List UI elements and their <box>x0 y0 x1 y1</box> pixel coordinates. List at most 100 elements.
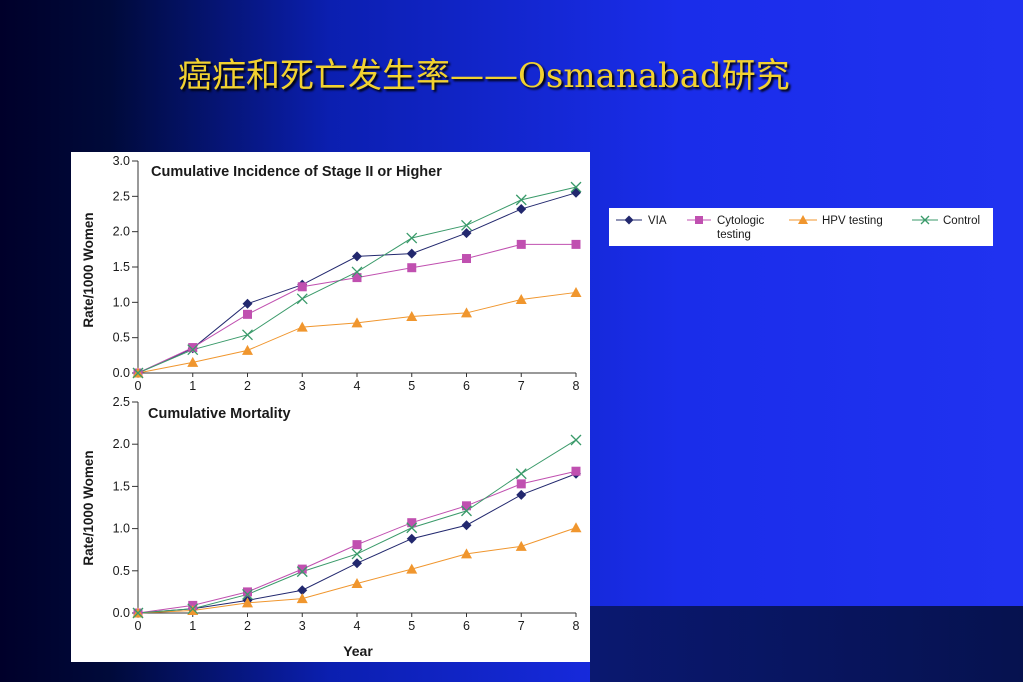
x-tick-label: 6 <box>463 379 470 393</box>
data-point <box>570 522 582 533</box>
data-point <box>242 298 253 309</box>
y-tick-label: 1.5 <box>113 260 130 274</box>
legend-label: HPV testing <box>822 215 883 227</box>
x-tick-label: 1 <box>189 379 196 393</box>
y-tick-label: 2.5 <box>113 395 130 409</box>
data-point <box>296 593 308 604</box>
data-point <box>571 187 581 198</box>
square-marker-icon <box>695 216 703 224</box>
data-point <box>297 585 308 596</box>
data-point <box>188 343 198 353</box>
x-tick-label: 5 <box>408 619 415 633</box>
data-point <box>515 540 527 551</box>
data-point <box>570 181 582 193</box>
data-point <box>461 548 472 559</box>
data-point <box>296 293 308 305</box>
data-point <box>461 520 472 531</box>
data-point <box>461 505 472 517</box>
data-point <box>407 263 417 273</box>
x-tick-label: 2 <box>244 379 251 393</box>
data-point <box>187 603 199 615</box>
x-tick-label: 7 <box>518 619 525 633</box>
data-point <box>406 310 418 321</box>
data-point <box>243 587 252 597</box>
y-tick-label: 2.0 <box>113 225 130 239</box>
y-tick-label: 0.0 <box>113 606 130 620</box>
x-tick-label: 5 <box>408 379 415 393</box>
data-point <box>516 204 527 215</box>
x-tick-label: 4 <box>354 619 361 633</box>
x-tick-label: 0 <box>135 619 142 633</box>
data-point <box>352 273 362 283</box>
diamond-marker-icon <box>624 215 634 225</box>
y-axis-label: Rate/1000 Women <box>81 450 96 565</box>
data-point <box>296 566 308 578</box>
data-point <box>352 558 362 569</box>
data-point <box>297 282 307 292</box>
data-point <box>461 228 472 239</box>
data-point <box>406 563 418 574</box>
x-tick-label: 8 <box>573 619 580 633</box>
data-point <box>571 239 581 249</box>
incidence-chart: Cumulative Incidence of Stage II or High… <box>81 154 582 393</box>
data-point <box>406 248 417 259</box>
series-line <box>137 192 577 374</box>
data-point <box>351 577 363 588</box>
data-point <box>406 232 418 244</box>
data-point <box>132 367 144 379</box>
data-point <box>516 479 526 489</box>
data-point <box>296 321 308 332</box>
slide-title: 癌症和死亡发生率——Osmanabad研究 <box>178 56 790 96</box>
y-tick-label: 1.0 <box>113 522 130 536</box>
legend-label: testing <box>717 229 751 241</box>
x-tick-label: 1 <box>189 619 196 633</box>
x-marker-icon <box>920 215 930 225</box>
data-point <box>242 329 253 341</box>
data-point <box>516 489 527 500</box>
legend-label: Control <box>943 215 980 227</box>
chart-title: Cumulative Incidence of Stage II or High… <box>151 164 442 180</box>
x-tick-label: 2 <box>244 619 251 633</box>
series-line <box>137 243 576 374</box>
chart-title: Cumulative Mortality <box>148 406 291 422</box>
data-point <box>187 604 199 615</box>
background-band <box>590 606 1023 682</box>
data-point <box>187 344 199 356</box>
data-point <box>351 548 363 560</box>
data-point <box>132 607 144 619</box>
data-point <box>242 597 253 608</box>
data-point <box>242 344 253 355</box>
chart-figure: Cumulative Incidence of Stage II or High… <box>81 154 582 659</box>
legend-entry-via: VIA <box>616 215 667 227</box>
legend-entry-control: Control <box>912 215 980 227</box>
data-point <box>242 588 253 600</box>
x-axis-label: Year <box>343 643 373 659</box>
mortality-chart: Cumulative Mortality Rate/1000 Women Yea… <box>81 395 582 659</box>
data-point <box>351 317 363 328</box>
y-tick-label: 2.5 <box>113 189 130 203</box>
x-tick-label: 3 <box>299 379 306 393</box>
data-point <box>516 239 526 249</box>
data-point <box>570 434 582 446</box>
y-tick-label: 2.0 <box>113 437 130 451</box>
data-point <box>352 251 362 262</box>
data-point <box>406 522 418 534</box>
y-tick-label: 1.5 <box>113 479 130 493</box>
data-point <box>406 533 417 544</box>
y-tick-label: 3.0 <box>113 154 130 168</box>
y-tick-label: 0.0 <box>113 366 130 380</box>
legend-label: VIA <box>648 215 667 227</box>
legend-entry-cytologic: Cytologic testing <box>687 215 765 241</box>
data-point <box>243 309 252 319</box>
y-tick-label: 0.5 <box>113 331 130 345</box>
x-tick-label: 4 <box>354 379 361 393</box>
series-line <box>137 291 577 374</box>
data-point <box>571 466 581 476</box>
data-point <box>351 266 363 278</box>
data-point <box>515 294 527 305</box>
data-point <box>297 564 307 574</box>
y-tick-label: 1.0 <box>113 295 130 309</box>
chart-legend: VIA Cytologic testing HPV testing Contro… <box>609 208 993 246</box>
data-point <box>187 356 199 367</box>
data-point <box>462 501 471 511</box>
